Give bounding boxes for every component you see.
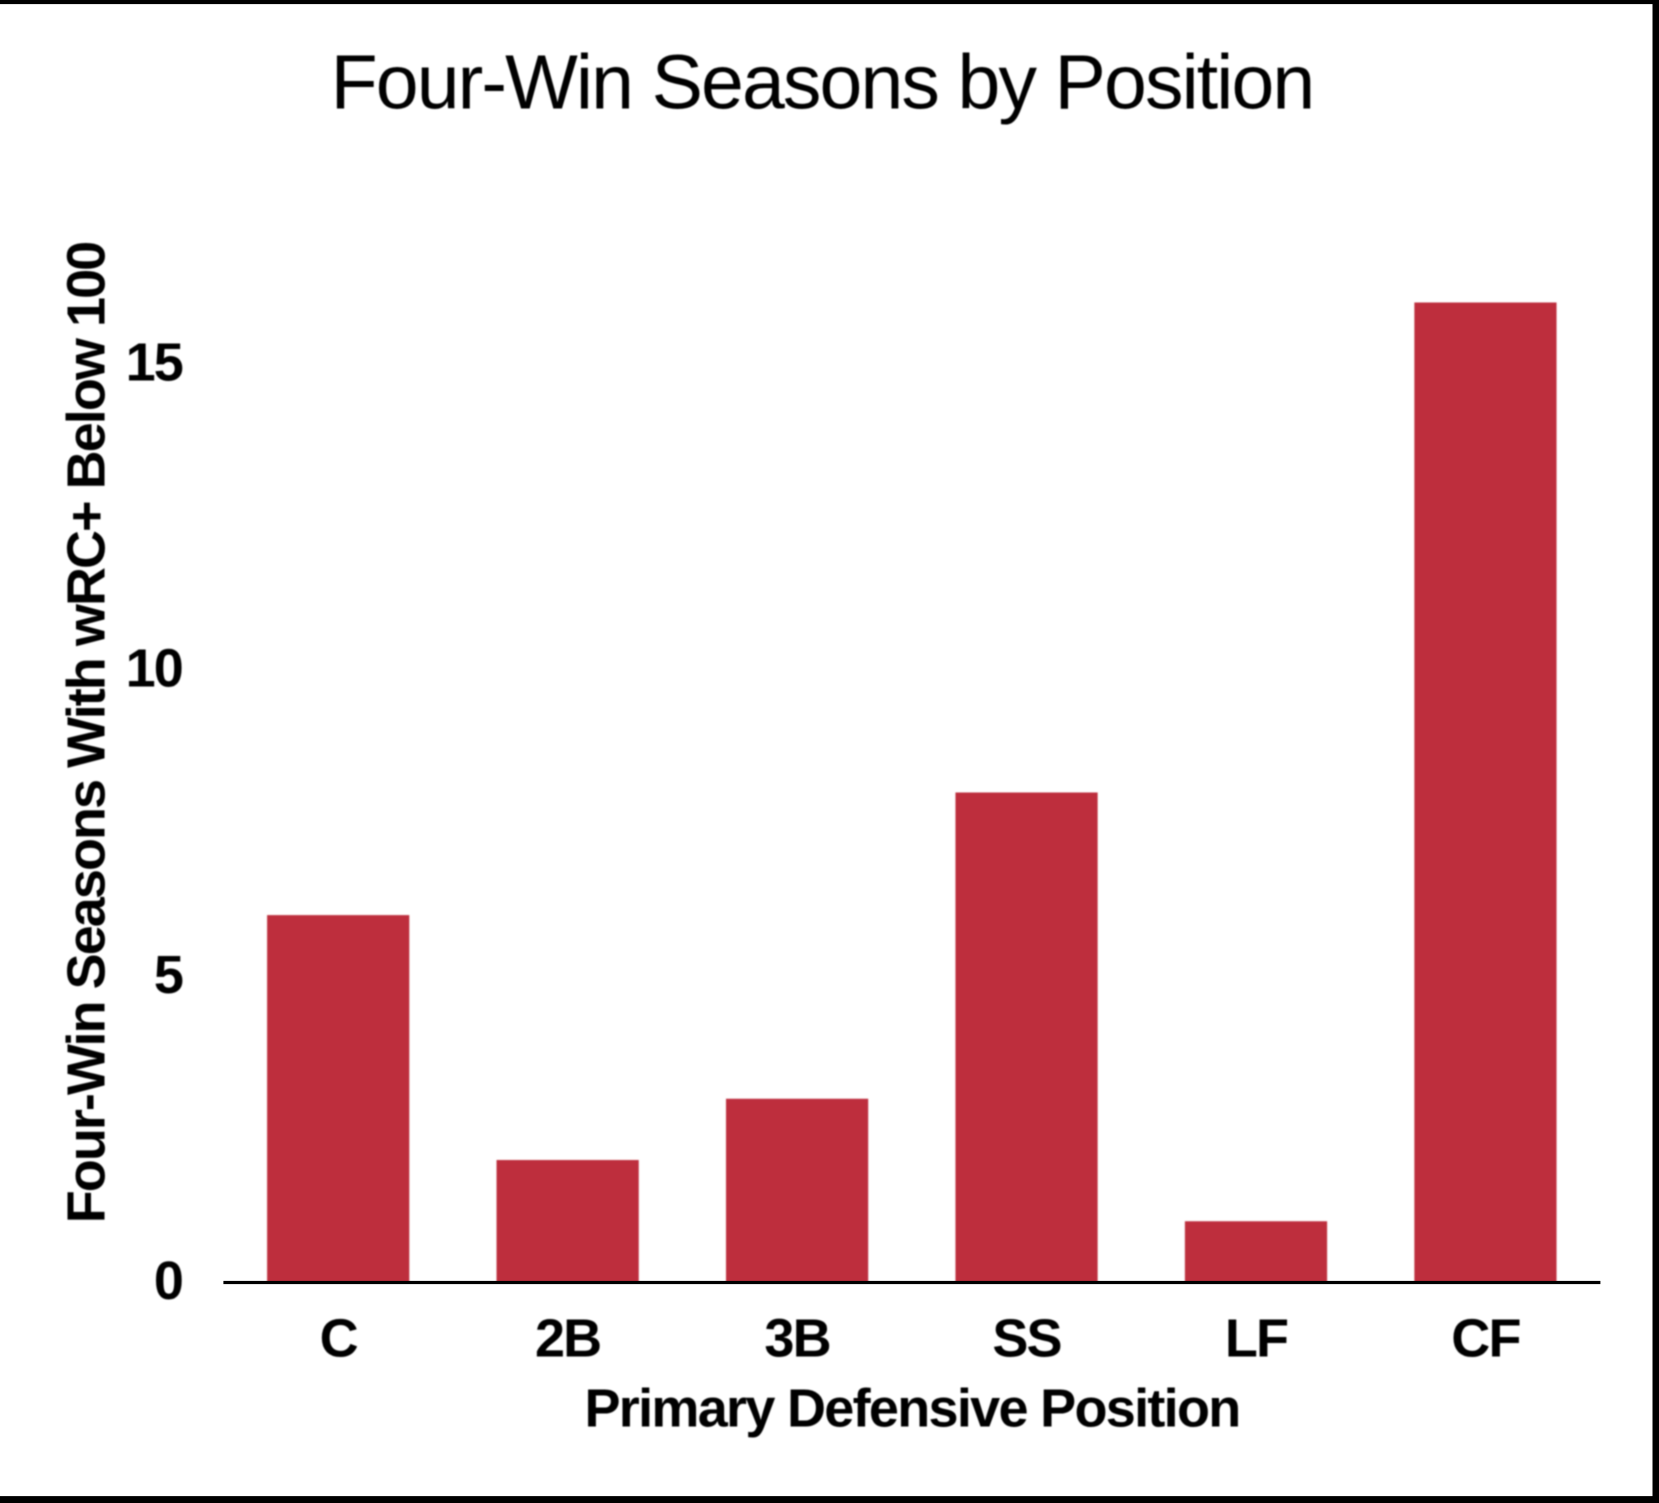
svg-text:CF: CF bbox=[1451, 1308, 1520, 1368]
svg-text:SS: SS bbox=[992, 1308, 1060, 1368]
svg-text:2B: 2B bbox=[535, 1308, 600, 1368]
svg-text:Four-Win Seasons With wRC+ Bel: Four-Win Seasons With wRC+ Below 100 bbox=[56, 243, 116, 1223]
svg-text:C: C bbox=[320, 1308, 358, 1368]
svg-text:LF: LF bbox=[1225, 1308, 1288, 1368]
svg-text:Four-Win Seasons by Position: Four-Win Seasons by Position bbox=[331, 39, 1314, 125]
svg-text:5: 5 bbox=[154, 945, 183, 1005]
svg-text:0: 0 bbox=[154, 1251, 182, 1311]
svg-text:3B: 3B bbox=[764, 1308, 829, 1368]
svg-text:15: 15 bbox=[126, 332, 183, 392]
svg-text:Primary Defensive Position: Primary Defensive Position bbox=[584, 1379, 1239, 1439]
svg-text:10: 10 bbox=[126, 639, 182, 699]
